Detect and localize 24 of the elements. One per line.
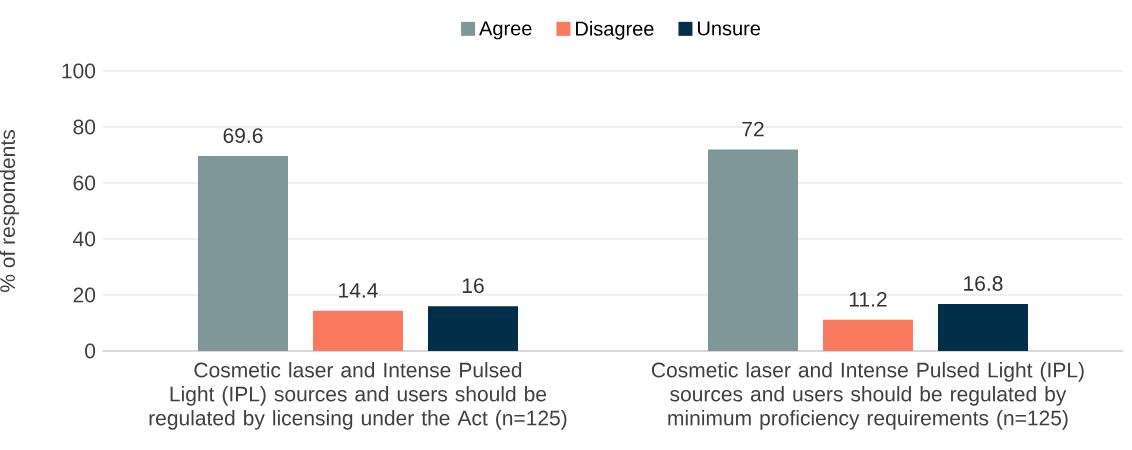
y-tick-label: 80 <box>73 119 96 135</box>
y-tick-label: 60 <box>73 175 96 191</box>
data-label: 16 <box>462 278 484 294</box>
legend-label: Disagree <box>576 21 654 40</box>
data-label: 72 <box>742 121 764 137</box>
data-label: 14.4 <box>339 283 378 298</box>
bar <box>937 303 1028 351</box>
y-tick-label: 20 <box>73 287 96 303</box>
x-tick-label: Cosmetic laser and Intense Pulsed Light (IPL) sources and users should be regulated by minimum proficiency requirements (n=125) <box>651 362 1084 430</box>
data-label: 69.6 <box>223 128 263 144</box>
y-tick-label: 0 <box>85 343 96 359</box>
legend-label: Agree <box>479 21 532 40</box>
bar <box>428 306 518 351</box>
x-tick-label: Cosmetic laser and Intense Pulsed Light (IPL) sources and users should be regulated by licensing under the Act (n=125) <box>149 362 567 430</box>
bar <box>707 149 798 351</box>
bar <box>822 319 913 351</box>
y-axis-title: % of respondents <box>0 130 20 292</box>
data-label: 16.8 <box>964 276 1003 291</box>
legend-label: Unsure <box>698 21 761 36</box>
bar <box>313 310 403 351</box>
bar <box>198 156 288 351</box>
data-label: 11.2 <box>849 291 887 307</box>
y-tick-label: 40 <box>73 231 96 247</box>
y-tick-label: 100 <box>62 63 96 79</box>
